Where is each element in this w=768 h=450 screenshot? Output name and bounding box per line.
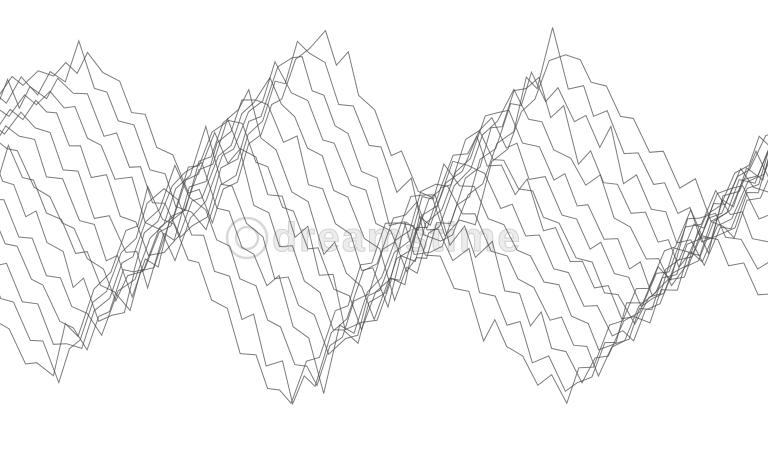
- chaotic-line: [0, 60, 768, 273]
- chaotic-line: [0, 88, 768, 321]
- chaotic-line: [0, 27, 768, 243]
- chaotic-line: [0, 99, 768, 309]
- chaotic-line: [0, 188, 768, 406]
- chaotic-line: [0, 184, 768, 405]
- chaotic-line: [0, 29, 768, 239]
- chaotic-line: [0, 161, 768, 394]
- chaotic-line: [0, 164, 768, 387]
- chaotic-line: [0, 56, 768, 267]
- chaotic-line: [0, 119, 768, 332]
- chaotic-line: [0, 124, 768, 356]
- chaotic-line: [0, 76, 768, 303]
- chaotic-line: [0, 131, 768, 345]
